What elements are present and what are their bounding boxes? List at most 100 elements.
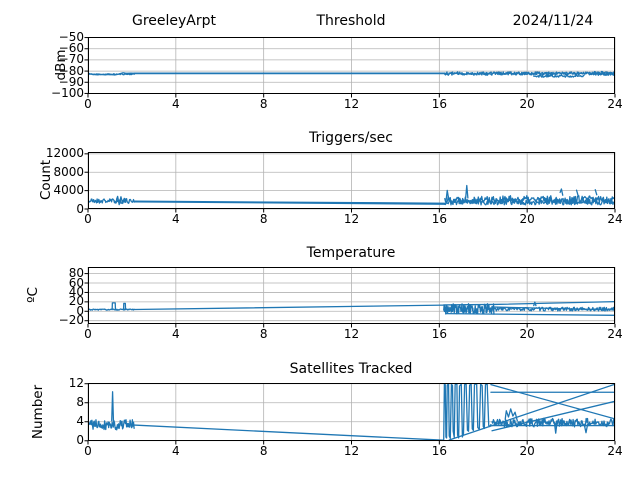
- satellites-x-tick-label: 0: [84, 444, 92, 458]
- satellites-series: [88, 383, 615, 441]
- triggers-x-tick-label: 8: [259, 212, 268, 226]
- signal-y-tick-label: −80: [58, 63, 84, 78]
- temperature-trace: [445, 312, 615, 316]
- triggers-y-tick-label: 0: [76, 201, 84, 216]
- triggers-trace: [575, 189, 579, 197]
- satellites-trace: [504, 408, 518, 422]
- signal-x-tick-label: 20: [519, 97, 535, 111]
- temperature-x-tick-label: 24: [607, 327, 623, 341]
- subplot-triggers-title: Triggers/sec: [309, 130, 393, 146]
- temperature-x-tick-label: 20: [519, 327, 535, 341]
- triggers-y-tick-label: 4000: [53, 183, 84, 198]
- satellites-trace: [88, 419, 135, 431]
- triggers-trace: [444, 198, 615, 206]
- plot-spines: [88, 37, 615, 94]
- signal-x-tick-label: 0: [84, 97, 92, 111]
- temperature-trace: [133, 304, 445, 311]
- signal-trace: [88, 73, 135, 76]
- triggers-x-tick-label: 20: [519, 212, 535, 226]
- temperature-y-tick-label: 80: [68, 266, 84, 281]
- signal-series: [88, 70, 615, 78]
- plot-spines: [88, 152, 615, 209]
- triggers-y-tick-label: 12000: [45, 146, 84, 161]
- subplot-triggers-axes: [84, 152, 616, 213]
- temperature-y-tick-label: −20: [58, 313, 84, 328]
- triggers-trace: [133, 201, 446, 205]
- satellites-y-tick-label: 4: [76, 414, 84, 429]
- temperature-x-tick-label: 16: [431, 327, 447, 341]
- subplot-temperature-title: Temperature: [306, 245, 396, 261]
- temperature-trace: [443, 303, 495, 315]
- satellites-trace: [553, 423, 558, 434]
- temperature-x-tick-label: 12: [343, 327, 360, 341]
- satellites-trace: [448, 383, 615, 441]
- satellites-x-tick-label: 20: [519, 444, 535, 458]
- triggers-y-tick-label: 8000: [53, 164, 84, 179]
- satellites-x-tick-label: 24: [607, 444, 623, 458]
- temperature-y-tick-label: 60: [68, 275, 84, 290]
- satellites-trace: [583, 423, 589, 434]
- triggers-x-tick-label: 24: [607, 212, 623, 226]
- triggers-trace: [559, 188, 564, 196]
- temperature-y-tick-label: 40: [68, 284, 84, 299]
- triggers-trace: [445, 189, 450, 203]
- triggers-trace: [115, 195, 125, 206]
- satellites-y-tick-label: 0: [76, 433, 84, 448]
- temperature-x-tick-label: 8: [259, 327, 268, 341]
- temperature-trace: [88, 308, 135, 311]
- signal-x-tick-label: 24: [607, 97, 623, 111]
- signal-y-tick-label: −100: [51, 85, 84, 100]
- triggers-trace: [88, 198, 135, 204]
- signal-y-tick-label: −90: [58, 74, 84, 89]
- subplot-satellites-title: Satellites Tracked: [289, 361, 413, 377]
- triggers-x-tick-label: 4: [172, 212, 180, 226]
- temperature-trace: [122, 302, 127, 311]
- plot-spines: [88, 267, 615, 324]
- subplot-satellites-axes: [84, 383, 616, 445]
- satellites-y-tick-label: 12: [68, 376, 84, 391]
- satellites-x-tick-label: 8: [259, 444, 268, 458]
- temperature-series: [88, 300, 615, 316]
- signal-x-tick-label: 8: [259, 97, 268, 111]
- satellites-trace: [133, 424, 445, 441]
- signal-trace: [533, 74, 585, 78]
- temperature-x-tick-label: 4: [172, 327, 180, 341]
- triggers-x-tick-label: 0: [84, 212, 92, 226]
- subplot-signal-title-right: 2024/11/24: [512, 13, 594, 29]
- triggers-trace: [444, 195, 615, 205]
- temperature-trace: [533, 301, 537, 307]
- satellites-trace: [111, 391, 115, 423]
- triggers-trace: [133, 200, 446, 204]
- triggers-x-tick-label: 16: [431, 212, 447, 226]
- satellites-x-tick-label: 12: [343, 444, 360, 458]
- subplot-signal-title-left: GreeleyArpt: [131, 13, 217, 29]
- triggers-series: [88, 184, 615, 206]
- triggers-x-tick-label: 12: [343, 212, 360, 226]
- temperature-y-tick-label: 20: [68, 294, 84, 309]
- temperature-trace: [443, 300, 615, 306]
- satellites-trace: [491, 400, 615, 432]
- signal-x-tick-label: 12: [343, 97, 360, 111]
- temperature-trace: [111, 302, 117, 311]
- satellites-trace: [443, 383, 492, 440]
- satellites-trace: [491, 417, 615, 428]
- satellites-trace: [490, 384, 615, 420]
- plot-spines: [88, 383, 615, 441]
- triggers-trace: [465, 184, 469, 199]
- signal-x-tick-label: 16: [431, 97, 447, 111]
- subplot-signal-axes: [84, 37, 616, 98]
- temperature-x-tick-label: 0: [84, 327, 92, 341]
- temperature-y-tick-label: 0: [76, 303, 84, 318]
- signal-y-tick-label: −60: [58, 41, 84, 56]
- signal-x-tick-label: 4: [172, 97, 180, 111]
- satellites-y-tick-label: 8: [76, 395, 84, 410]
- signal-trace: [444, 71, 615, 75]
- signal-y-tick-label: −70: [58, 52, 84, 67]
- satellites-x-tick-label: 16: [431, 444, 447, 458]
- satellites-x-tick-label: 4: [172, 444, 180, 458]
- signal-trace: [590, 70, 615, 76]
- subplot-temperature-axes: [84, 267, 616, 328]
- subplot-signal-title-center: Threshold: [316, 13, 386, 29]
- signal-y-tick-label: −50: [58, 30, 84, 45]
- triggers-trace: [594, 189, 598, 196]
